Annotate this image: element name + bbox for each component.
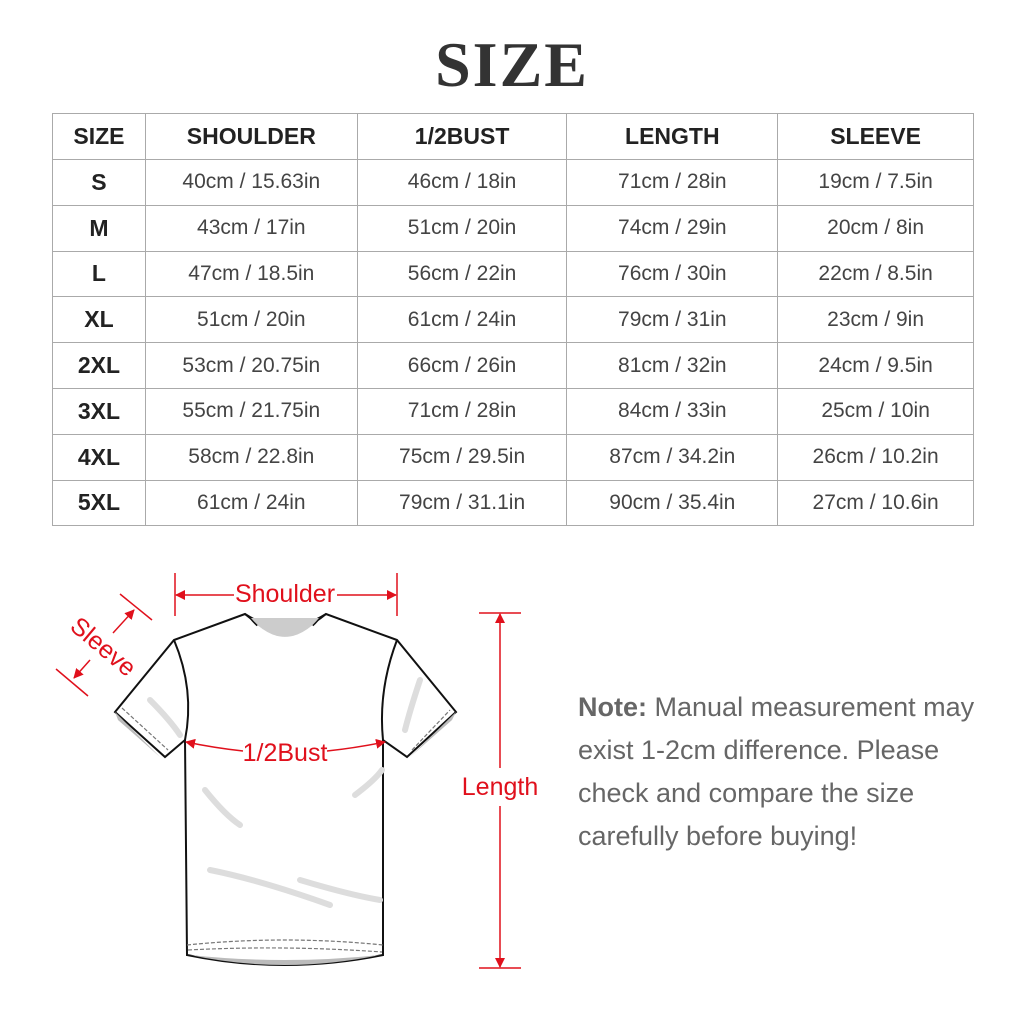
measurement-cell: 79cm / 31.1in xyxy=(356,479,568,527)
measurement-cell: 79cm / 31in xyxy=(566,296,779,344)
table-row: XL 51cm / 20in 61cm / 24in 79cm / 31in 23cm … xyxy=(52,296,974,344)
note-label: Note: xyxy=(578,692,647,722)
table-row: L 47cm / 18.5in 56cm / 22in 76cm / 30in 22cm… xyxy=(52,250,974,298)
size-cell: S xyxy=(52,159,146,206)
shoulder-label: Shoulder xyxy=(235,580,335,608)
table-row: 2XL 53cm / 20.75in 66cm / 26in 81cm / 32in 2… xyxy=(52,342,974,389)
size-cell: 4XL xyxy=(52,433,146,481)
bust-label: 1/2Bust xyxy=(243,739,328,767)
table-row: S 40cm / 15.63in 46cm / 18in 71cm / 28in 19c… xyxy=(52,159,974,206)
bust-measure: 1/2Bust xyxy=(185,738,386,767)
measurement-cell: 47cm / 18.5in xyxy=(144,250,358,298)
measurement-cell: 20cm / 8in xyxy=(777,204,974,252)
measurement-cell: 40cm / 15.63in xyxy=(144,159,358,206)
measurement-cell: 22cm / 8.5in xyxy=(777,250,974,298)
column-header: SIZE xyxy=(52,113,146,160)
measurement-cell: 24cm / 9.5in xyxy=(777,342,974,389)
note: Note: Manual measurement may exist 1-2cm… xyxy=(578,686,998,858)
measurement-cell: 51cm / 20in xyxy=(356,204,568,252)
measurement-cell: 66cm / 26in xyxy=(356,342,568,389)
measurement-cell: 19cm / 7.5in xyxy=(777,159,974,206)
measurement-cell: 43cm / 17in xyxy=(144,204,358,252)
measurement-cell: 27cm / 10.6in xyxy=(777,479,974,527)
measurement-cell: 23cm / 9in xyxy=(777,296,974,344)
column-header: 1/2BUST xyxy=(356,113,568,160)
measurement-cell: 55cm / 21.75in xyxy=(144,387,358,435)
measurement-cell: 61cm / 24in xyxy=(144,479,358,527)
size-cell: 5XL xyxy=(52,479,146,527)
measurement-cell: 90cm / 35.4in xyxy=(566,479,779,527)
measurement-cell: 46cm / 18in xyxy=(356,159,568,206)
sleeve-label: Sleeve xyxy=(65,612,142,683)
measurement-cell: 58cm / 22.8in xyxy=(144,433,358,481)
measurement-cell: 25cm / 10in xyxy=(777,387,974,435)
tshirt-icon xyxy=(113,612,458,966)
sleeve-measure: Sleeve xyxy=(55,593,153,697)
measurement-cell: 26cm / 10.2in xyxy=(777,433,974,481)
table-row: 4XL 58cm / 22.8in 75cm / 29.5in 87cm / 34.2… xyxy=(52,433,974,481)
size-cell: XL xyxy=(52,296,146,344)
measurement-cell: 75cm / 29.5in xyxy=(356,433,568,481)
measurement-cell: 87cm / 34.2in xyxy=(566,433,779,481)
column-header: SHOULDER xyxy=(144,113,358,160)
measurement-cell: 51cm / 20in xyxy=(144,296,358,344)
table-header-row: SIZE SHOULDER 1/2BUST LENGTH SLEEVE xyxy=(52,113,974,160)
size-cell: 3XL xyxy=(52,387,146,435)
table-row: 3XL 55cm / 21.75in 71cm / 28in 84cm / 33in 2… xyxy=(52,387,974,435)
table-row: 5XL 61cm / 24in 79cm / 31.1in 90cm / 35.4in… xyxy=(52,479,974,527)
table-row: M 43cm / 17in 51cm / 20in 74cm / 29in 20cm /… xyxy=(52,204,974,252)
size-cell: L xyxy=(52,250,146,298)
measurement-cell: 71cm / 28in xyxy=(356,387,568,435)
length-measure: Length xyxy=(462,612,538,969)
measurement-cell: 81cm / 32in xyxy=(566,342,779,389)
column-header: LENGTH xyxy=(566,113,779,160)
page-title: SIZE xyxy=(435,29,589,100)
shoulder-measure: Shoulder xyxy=(174,573,398,616)
measurement-cell: 84cm / 33in xyxy=(566,387,779,435)
note-text: Manual measurement may exist 1-2cm diffe… xyxy=(578,692,975,851)
length-label: Length xyxy=(462,773,538,801)
size-table: SIZE SHOULDER 1/2BUST LENGTH SLEEVE S 40cm / … xyxy=(52,113,974,527)
measurement-cell: 56cm / 22in xyxy=(356,250,568,298)
measurement-cell: 71cm / 28in xyxy=(566,159,779,206)
measurement-cell: 76cm / 30in xyxy=(566,250,779,298)
measurement-cell: 74cm / 29in xyxy=(566,204,779,252)
column-header: SLEEVE xyxy=(777,113,974,160)
measurement-cell: 53cm / 20.75in xyxy=(144,342,358,389)
